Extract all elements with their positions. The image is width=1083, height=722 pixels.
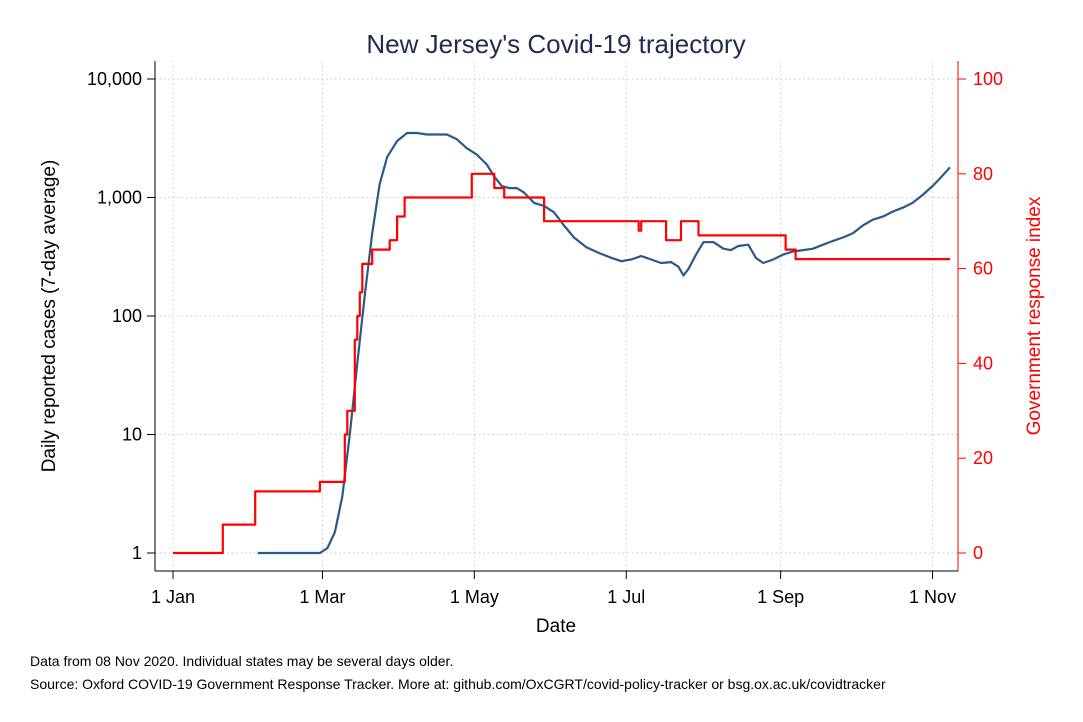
ticks: 1 10 100 1,000 10,000 0 20 40 60 80 100 1 Jan 1 Mar 1…	[87, 69, 1003, 607]
x-tick-label: 1 Nov	[909, 587, 956, 607]
y-tick-label: 10	[122, 425, 142, 445]
x-tick-label: 1 Sep	[757, 587, 804, 607]
y2-tick-label: 20	[973, 448, 993, 468]
y2-tick-label: 100	[973, 69, 1003, 89]
y-axis-title: Daily reported cases (7-day average)	[39, 160, 60, 473]
y2-tick-label: 80	[973, 164, 993, 184]
x-tick-label: 1 Mar	[299, 587, 345, 607]
series-line-response-index	[173, 172, 950, 555]
y-tick-label: 1,000	[97, 188, 142, 208]
x-axis-title: Date	[536, 616, 576, 637]
series	[173, 131, 951, 555]
series-line-cases	[257, 131, 951, 555]
chart-title: New Jersey's Covid-19 trajectory	[366, 29, 745, 59]
source-note: Source: Oxford COVID-19 Government Respo…	[30, 676, 886, 692]
y2-tick-label: 60	[973, 259, 993, 279]
y2-axis-title: Government response index	[1024, 196, 1045, 435]
y-tick-label: 100	[112, 306, 142, 326]
y-tick-label: 1	[132, 543, 142, 563]
grid	[155, 61, 958, 571]
y2-tick-label: 40	[973, 353, 993, 373]
y-tick-label: 10,000	[87, 69, 142, 89]
x-tick-label: 1 May	[450, 587, 499, 607]
x-tick-label: 1 Jul	[607, 587, 645, 607]
y2-tick-label: 0	[973, 543, 983, 563]
x-tick-label: 1 Jan	[151, 587, 195, 607]
data-note: Data from 08 Nov 2020. Individual states…	[30, 653, 453, 669]
